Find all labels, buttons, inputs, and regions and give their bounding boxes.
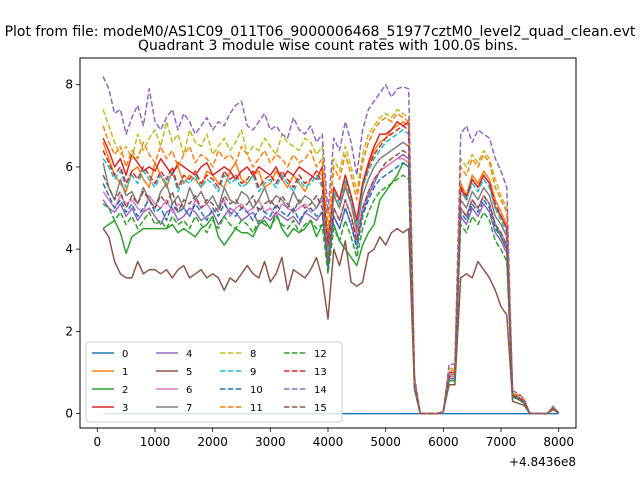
x-tick-label: 5000 — [370, 435, 401, 449]
legend-label-10: 10 — [250, 385, 263, 396]
legend-label-11: 11 — [250, 403, 263, 414]
legend-label-15: 15 — [314, 403, 327, 414]
legend-label-2: 2 — [122, 385, 128, 396]
legend-label-3: 3 — [122, 403, 128, 414]
legend-label-14: 14 — [314, 385, 327, 396]
y-axis: 0 2 4 6 8 — [65, 78, 80, 421]
x-tick-label: 4000 — [313, 435, 344, 449]
series-line-14 — [102, 76, 560, 415]
x-tick-label: 1000 — [140, 435, 171, 449]
series-line-5 — [102, 227, 560, 415]
y-tick-label: 6 — [65, 160, 73, 174]
x-axis: 0 1000 2000 3000 4000 5000 6000 7000 8000 — [93, 428, 574, 449]
legend-label-7: 7 — [186, 403, 192, 414]
legend-label-4: 4 — [186, 349, 192, 360]
x-tick-label: 6000 — [428, 435, 459, 449]
legend-label-9: 9 — [250, 367, 256, 378]
y-tick-label: 0 — [65, 407, 73, 421]
x-tick-label: 7000 — [486, 435, 517, 449]
legend-label-13: 13 — [314, 367, 327, 378]
x-tick-label: 3000 — [255, 435, 286, 449]
legend-label-6: 6 — [186, 385, 192, 396]
series-line-11 — [102, 112, 560, 415]
chart-title: Quadrant 3 module wise count rates with … — [138, 38, 518, 54]
legend-label-5: 5 — [186, 367, 192, 378]
legend-label-0: 0 — [122, 349, 128, 360]
x-offset-text: +4.8436e8 — [509, 455, 576, 469]
series-line-10 — [102, 162, 560, 415]
legend-label-8: 8 — [250, 349, 256, 360]
series-line-8 — [102, 108, 560, 415]
legend-label-12: 12 — [314, 349, 327, 360]
y-tick-label: 8 — [65, 78, 73, 92]
x-tick-label: 0 — [93, 435, 101, 449]
x-tick-label: 2000 — [197, 435, 228, 449]
y-tick-label: 4 — [65, 242, 73, 256]
series-line-12 — [102, 174, 560, 415]
series-line-15 — [102, 149, 560, 415]
x-tick-label: 8000 — [543, 435, 574, 449]
series-line-13 — [102, 125, 560, 415]
legend-label-1: 1 — [122, 367, 128, 378]
legend-box — [85, 341, 343, 423]
y-tick-label: 2 — [65, 324, 73, 338]
figure-suptitle: Plot from file: modeM0/AS1C09_011T06_900… — [5, 24, 636, 40]
